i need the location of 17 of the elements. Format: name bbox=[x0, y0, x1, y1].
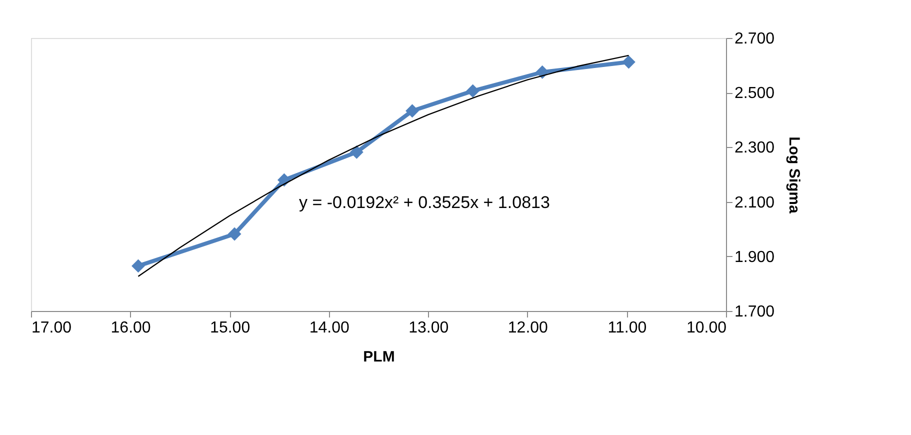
x-tick-label: 16.00 bbox=[110, 320, 151, 336]
x-tick-label: 14.00 bbox=[309, 320, 350, 336]
y-tick-label: 1.700 bbox=[734, 304, 775, 320]
x-tick-label: 12.00 bbox=[508, 320, 548, 336]
x-tick-label: 10.00 bbox=[686, 320, 727, 336]
x-tick-label: 15.00 bbox=[210, 320, 250, 336]
y-tick-label: 2.100 bbox=[734, 194, 775, 212]
y-tick-label: 2.300 bbox=[734, 140, 775, 157]
y-tick-label: 2.500 bbox=[734, 85, 775, 102]
x-tick-label: 13.00 bbox=[408, 320, 449, 336]
y-tick-label: 2.700 bbox=[734, 30, 775, 48]
y-axis-title: Log Sigma bbox=[786, 136, 803, 214]
x-tick-label: 11.00 bbox=[608, 320, 647, 336]
y-tick-label: 1.900 bbox=[734, 248, 775, 266]
x-axis-title: PLM bbox=[363, 348, 395, 366]
x-tick-label: 17.00 bbox=[32, 320, 72, 336]
annotation: y = -0.0192x² + 0.3525x + 1.0813 bbox=[299, 193, 550, 212]
